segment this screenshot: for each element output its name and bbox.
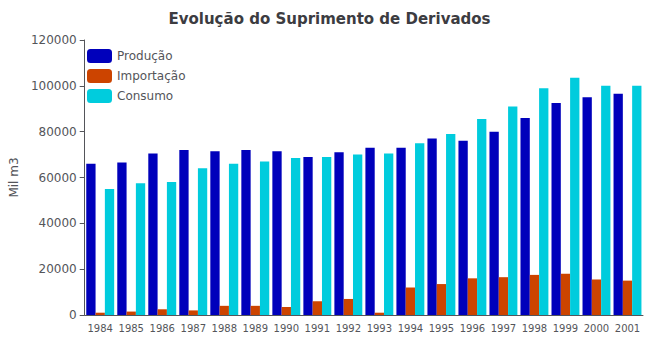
svg-text:1991: 1991 [305,323,330,334]
svg-text:1994: 1994 [398,323,423,334]
svg-text:1990: 1990 [274,323,299,334]
svg-text:1985: 1985 [119,323,144,334]
svg-text:20000: 20000 [39,262,77,276]
svg-text:Mil m3: Mil m3 [7,157,21,197]
svg-text:1989: 1989 [243,323,268,334]
svg-text:1987: 1987 [181,323,206,334]
svg-text:1988: 1988 [212,323,237,334]
svg-text:100000: 100000 [31,79,77,93]
svg-text:1996: 1996 [460,323,485,334]
svg-text:0: 0 [69,308,77,322]
svg-text:40000: 40000 [39,216,77,230]
svg-text:80000: 80000 [39,125,77,139]
svg-text:Importação: Importação [117,69,185,83]
svg-text:Consumo: Consumo [117,89,173,103]
svg-text:2001: 2001 [615,323,640,334]
svg-text:1984: 1984 [87,323,112,334]
svg-text:1997: 1997 [491,323,516,334]
svg-text:2000: 2000 [584,323,609,334]
svg-text:Evolução do Suprimento de Deri: Evolução do Suprimento de Derivados [168,10,490,28]
svg-text:1993: 1993 [367,323,392,334]
svg-text:1995: 1995 [429,323,454,334]
svg-text:1999: 1999 [553,323,578,334]
svg-text:120000: 120000 [31,33,77,47]
svg-text:1998: 1998 [522,323,547,334]
svg-text:1986: 1986 [150,323,175,334]
svg-text:Produção: Produção [117,49,173,63]
svg-text:1992: 1992 [336,323,361,334]
svg-text:60000: 60000 [39,171,77,185]
